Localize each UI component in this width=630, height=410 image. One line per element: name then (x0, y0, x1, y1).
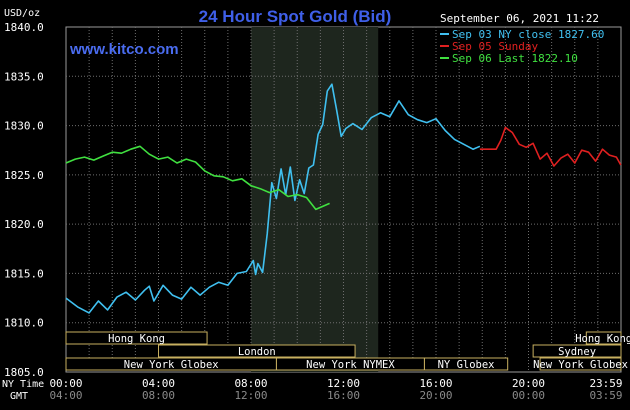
x-tick-label-gmt: 08:00 (142, 389, 175, 402)
price-line-series-1 (479, 126, 622, 167)
x-tick-label-ny: 12:00 (327, 377, 360, 390)
x-tick-label-gmt: 03:59 (589, 389, 622, 402)
y-tick-label: 1820.0 (4, 218, 44, 231)
legend-entry-sep03: Sep 03 NY close 1827.60 (452, 28, 604, 41)
y-tick-label: 1825.0 (4, 169, 44, 182)
session-bar (539, 357, 622, 371)
x-tick-label-ny: 16:00 (419, 377, 452, 390)
x-tick-label-gmt: 00:00 (512, 389, 545, 402)
x-tick-label-ny: 00:00 (49, 377, 82, 390)
session-bar (158, 344, 356, 358)
x-tick-label-ny: 04:00 (142, 377, 175, 390)
y-tick-label: 1835.0 (4, 70, 44, 83)
x-tick-label-ny: 23:59 (589, 377, 622, 390)
x-tick-label-ny: 08:00 (234, 377, 267, 390)
x-tick-label-gmt: 12:00 (234, 389, 267, 402)
legend: Sep 03 NY close 1827.60 Sep 05 Sunday Se… (440, 28, 604, 65)
session-bar (532, 344, 622, 358)
session-label: Hong Kong (575, 333, 630, 345)
session-label: New York NYMEX (306, 359, 395, 371)
ny-time-label: NY Time (2, 379, 44, 390)
session-label: NY Globex (438, 359, 495, 371)
y-tick-label: 1840.0 (4, 21, 44, 34)
x-tick-label-ny: 20:00 (512, 377, 545, 390)
y-axis-label: USD/oz (4, 8, 40, 19)
session-label: New York Globex (533, 359, 628, 371)
chart-title: 24 Hour Spot Gold (Bid) (199, 7, 392, 26)
x-tick-label-gmt: 04:00 (49, 389, 82, 402)
chart-datetime: September 06, 2021 11:22 (440, 12, 599, 25)
y-tick-label: 1810.0 (4, 317, 44, 330)
x-tick-label-gmt: 16:00 (327, 389, 360, 402)
y-tick-label: 1815.0 (4, 267, 44, 280)
nymex-session-highlight (251, 27, 379, 372)
y-tick-label: 1830.0 (4, 120, 44, 133)
x-tick-label-gmt: 20:00 (419, 389, 452, 402)
gmt-label: GMT (10, 391, 28, 402)
session-label: Sydney (558, 346, 596, 358)
session-bar (585, 331, 622, 345)
session-label: Hong Kong (108, 333, 165, 345)
session-label: London (238, 346, 276, 358)
session-bar (423, 357, 509, 371)
session-label: New York Globex (124, 359, 219, 371)
session-bar (65, 331, 208, 345)
legend-entry-sep05: Sep 05 Sunday (452, 40, 538, 53)
price-line-series-2 (65, 145, 330, 211)
price-line-series-0 (65, 83, 481, 314)
y-tick-label: 1805.0 (4, 366, 44, 379)
chart-subtitle: www.kitco.com (69, 41, 179, 58)
legend-entry-sep06: Sep 06 Last 1822.10 (452, 52, 578, 65)
